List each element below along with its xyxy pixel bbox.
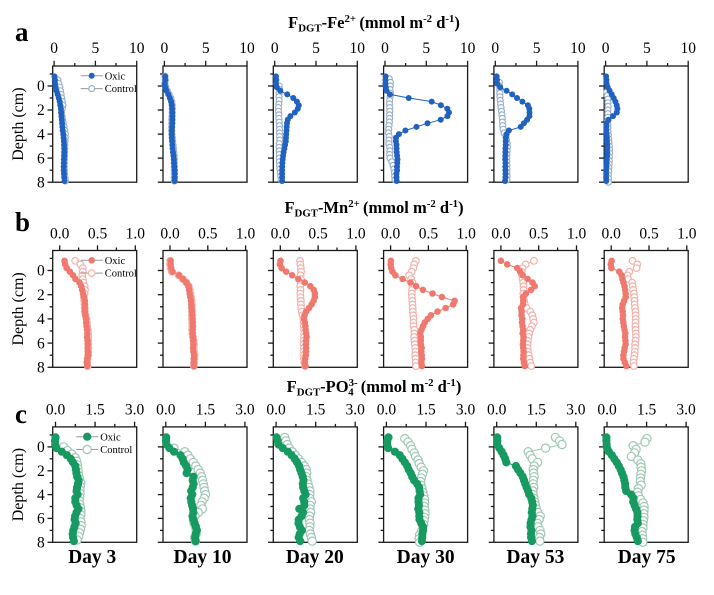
svg-text:1.0: 1.0	[457, 226, 477, 243]
svg-text:4: 4	[37, 126, 45, 143]
svg-text:5: 5	[312, 40, 320, 57]
svg-text:5: 5	[643, 40, 651, 57]
svg-text:0.0: 0.0	[50, 226, 70, 243]
svg-text:6: 6	[37, 335, 45, 352]
svg-text:Day 20: Day 20	[286, 547, 344, 568]
svg-text:Oxic: Oxic	[100, 432, 121, 443]
svg-text:0: 0	[37, 263, 45, 280]
svg-text:Control: Control	[105, 269, 137, 280]
svg-text:0: 0	[37, 78, 45, 95]
svg-text:10: 10	[680, 40, 696, 57]
svg-text:8: 8	[37, 360, 45, 377]
svg-text:3.0: 3.0	[346, 402, 366, 419]
svg-text:FDGT-Mn2+ (mmol m-2 d-1): FDGT-Mn2+ (mmol m-2 d-1)	[284, 198, 463, 220]
svg-text:2: 2	[37, 287, 45, 304]
svg-text:0: 0	[271, 40, 279, 57]
svg-text:3.0: 3.0	[235, 402, 255, 419]
svg-text:3.0: 3.0	[676, 402, 696, 419]
svg-text:0.5: 0.5	[198, 226, 218, 243]
svg-text:2: 2	[37, 463, 45, 480]
svg-text:0: 0	[491, 40, 499, 57]
svg-text:4: 4	[37, 311, 45, 328]
svg-text:6: 6	[37, 150, 45, 167]
svg-text:1.5: 1.5	[637, 402, 657, 419]
svg-text:Control: Control	[100, 445, 132, 456]
svg-text:5: 5	[533, 40, 541, 57]
svg-text:Control: Control	[105, 84, 137, 95]
svg-text:2: 2	[37, 102, 45, 119]
svg-text:0.0: 0.0	[597, 402, 617, 419]
svg-text:FDGT-Fe2+ (mmol m-2 d-1): FDGT-Fe2+ (mmol m-2 d-1)	[288, 13, 460, 35]
svg-text:10: 10	[460, 40, 476, 57]
svg-text:0.0: 0.0	[266, 402, 286, 419]
svg-text:0.0: 0.0	[602, 226, 622, 243]
svg-text:Day 30: Day 30	[397, 547, 455, 568]
svg-text:10: 10	[350, 40, 366, 57]
svg-text:4: 4	[37, 487, 45, 504]
svg-text:0.5: 0.5	[88, 226, 108, 243]
svg-text:1.0: 1.0	[126, 226, 146, 243]
svg-text:1.0: 1.0	[236, 226, 256, 243]
svg-text:1.5: 1.5	[196, 402, 216, 419]
svg-text:c: c	[15, 399, 27, 429]
svg-text:1.5: 1.5	[416, 402, 436, 419]
svg-text:8: 8	[37, 174, 45, 191]
svg-text:b: b	[15, 207, 30, 237]
svg-text:0.5: 0.5	[419, 226, 439, 243]
svg-text:Day 10: Day 10	[174, 547, 232, 568]
svg-text:Oxic: Oxic	[105, 71, 126, 82]
svg-text:a: a	[15, 17, 29, 47]
svg-text:0: 0	[37, 439, 45, 456]
svg-text:0.5: 0.5	[639, 226, 659, 243]
svg-text:5: 5	[92, 40, 100, 57]
svg-text:0: 0	[381, 40, 389, 57]
svg-text:0.0: 0.0	[381, 226, 401, 243]
svg-text:0.5: 0.5	[308, 226, 328, 243]
svg-text:Depth (cm): Depth (cm)	[10, 448, 27, 521]
svg-text:0.0: 0.0	[160, 226, 180, 243]
svg-text:0.0: 0.0	[271, 226, 291, 243]
svg-text:1.0: 1.0	[567, 226, 587, 243]
svg-text:0.0: 0.0	[487, 402, 507, 419]
svg-text:8: 8	[37, 535, 45, 552]
svg-text:Depth (cm): Depth (cm)	[10, 87, 27, 160]
svg-text:FDGT-PO3-4 (mmol m-2 d-1): FDGT-PO3-4 (mmol m-2 d-1)	[287, 377, 462, 399]
svg-text:3.0: 3.0	[125, 402, 145, 419]
svg-text:Day 75: Day 75	[618, 547, 676, 568]
svg-text:1.0: 1.0	[677, 226, 697, 243]
svg-text:10: 10	[239, 40, 255, 57]
svg-text:Day 53: Day 53	[506, 547, 564, 568]
svg-text:1.0: 1.0	[346, 226, 366, 243]
svg-text:5: 5	[422, 40, 430, 57]
svg-text:10: 10	[129, 40, 145, 57]
svg-text:Oxic: Oxic	[105, 256, 126, 267]
svg-text:0: 0	[161, 40, 169, 57]
svg-text:0.5: 0.5	[529, 226, 549, 243]
svg-text:0.0: 0.0	[46, 402, 66, 419]
svg-text:Day 3: Day 3	[68, 547, 116, 568]
svg-text:6: 6	[37, 511, 45, 528]
svg-text:0: 0	[50, 40, 58, 57]
svg-text:1.5: 1.5	[85, 402, 105, 419]
svg-text:3.0: 3.0	[456, 402, 476, 419]
svg-text:0.0: 0.0	[156, 402, 176, 419]
svg-text:1.5: 1.5	[306, 402, 326, 419]
svg-text:3.0: 3.0	[566, 402, 586, 419]
svg-text:0: 0	[602, 40, 610, 57]
svg-text:1.5: 1.5	[527, 402, 547, 419]
svg-text:10: 10	[570, 40, 586, 57]
svg-text:0.0: 0.0	[491, 226, 511, 243]
svg-text:0.0: 0.0	[377, 402, 397, 419]
svg-text:5: 5	[202, 40, 210, 57]
svg-text:Depth (cm): Depth (cm)	[10, 272, 27, 345]
